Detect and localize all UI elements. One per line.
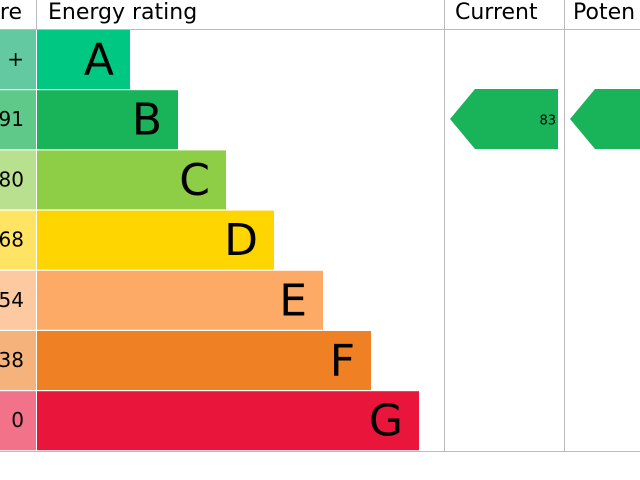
rating-header: Energy rating xyxy=(48,0,197,25)
score-cell xyxy=(0,150,36,210)
score-cell xyxy=(0,90,36,150)
rating-bar xyxy=(37,270,323,330)
rating-bar xyxy=(37,210,274,270)
score-cell xyxy=(0,30,36,89)
current-header: Current xyxy=(455,0,538,25)
current-arrow xyxy=(450,89,558,149)
score-cell xyxy=(0,391,36,451)
score-cell xyxy=(0,270,36,330)
rating-letter: E xyxy=(279,275,307,326)
potential-arrow xyxy=(570,89,640,149)
score-cell xyxy=(0,331,36,390)
score-range: 54 xyxy=(0,288,24,312)
score-range: 0 xyxy=(11,408,24,432)
current-value: 83 xyxy=(539,114,556,129)
rating-letter: C xyxy=(179,155,210,206)
score-range: 80 xyxy=(0,167,24,191)
rating-letter: G xyxy=(369,396,403,447)
score-range: 38 xyxy=(0,348,24,372)
rating-letter: A xyxy=(84,35,114,86)
rating-letter: D xyxy=(224,215,258,266)
rating-bar xyxy=(37,30,130,89)
score-cell xyxy=(0,210,36,270)
rating-bar xyxy=(37,150,226,210)
potential-header: Poten xyxy=(573,0,635,25)
rating-letter: F xyxy=(330,336,355,387)
rating-bar xyxy=(37,331,371,390)
score-header: re xyxy=(0,0,22,25)
score-range: 68 xyxy=(0,228,24,252)
rating-letter: B xyxy=(132,95,162,146)
rating-bar xyxy=(37,391,419,451)
rating-bar xyxy=(37,90,178,150)
score-range: 91 xyxy=(0,107,24,131)
score-range: + xyxy=(7,47,24,71)
